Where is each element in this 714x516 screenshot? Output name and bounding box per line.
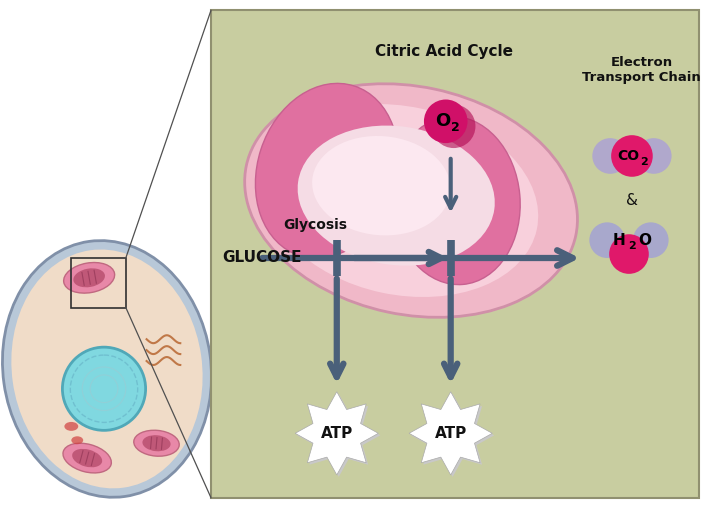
Text: 2: 2 — [451, 121, 460, 134]
Polygon shape — [409, 392, 492, 475]
Ellipse shape — [11, 250, 203, 488]
Text: ATP: ATP — [435, 426, 467, 441]
Ellipse shape — [134, 430, 179, 456]
Bar — [71, 258, 126, 308]
Ellipse shape — [64, 263, 115, 293]
Text: H: H — [613, 233, 625, 248]
Text: GLUCOSE: GLUCOSE — [222, 250, 301, 266]
Text: Glycosis: Glycosis — [283, 218, 347, 232]
Circle shape — [424, 100, 468, 143]
Ellipse shape — [391, 117, 521, 285]
Text: &: & — [626, 193, 638, 208]
Circle shape — [432, 104, 476, 148]
Ellipse shape — [72, 449, 102, 467]
Text: Electron
Transport Chain: Electron Transport Chain — [583, 56, 701, 84]
Text: ATP: ATP — [321, 426, 353, 441]
Ellipse shape — [64, 422, 79, 431]
Ellipse shape — [142, 435, 171, 452]
Text: Citric Acid Cycle: Citric Acid Cycle — [375, 44, 513, 59]
Bar — [211, 10, 699, 498]
Ellipse shape — [312, 136, 451, 235]
Circle shape — [636, 138, 672, 174]
Ellipse shape — [74, 268, 105, 287]
Text: 2: 2 — [640, 157, 648, 167]
Ellipse shape — [256, 84, 398, 259]
Circle shape — [62, 347, 146, 430]
Text: CO: CO — [617, 149, 639, 163]
Ellipse shape — [264, 104, 538, 297]
Text: O: O — [435, 112, 451, 131]
Circle shape — [633, 222, 668, 258]
Text: 2: 2 — [628, 241, 636, 251]
Circle shape — [593, 138, 628, 174]
Circle shape — [609, 234, 649, 274]
Ellipse shape — [298, 125, 495, 266]
Circle shape — [589, 222, 625, 258]
Ellipse shape — [245, 84, 578, 317]
Circle shape — [611, 135, 653, 177]
Polygon shape — [295, 392, 378, 475]
Polygon shape — [411, 394, 494, 477]
Ellipse shape — [71, 437, 84, 444]
Ellipse shape — [2, 240, 211, 497]
Ellipse shape — [63, 443, 111, 473]
Polygon shape — [297, 394, 381, 477]
Text: O: O — [638, 233, 651, 248]
